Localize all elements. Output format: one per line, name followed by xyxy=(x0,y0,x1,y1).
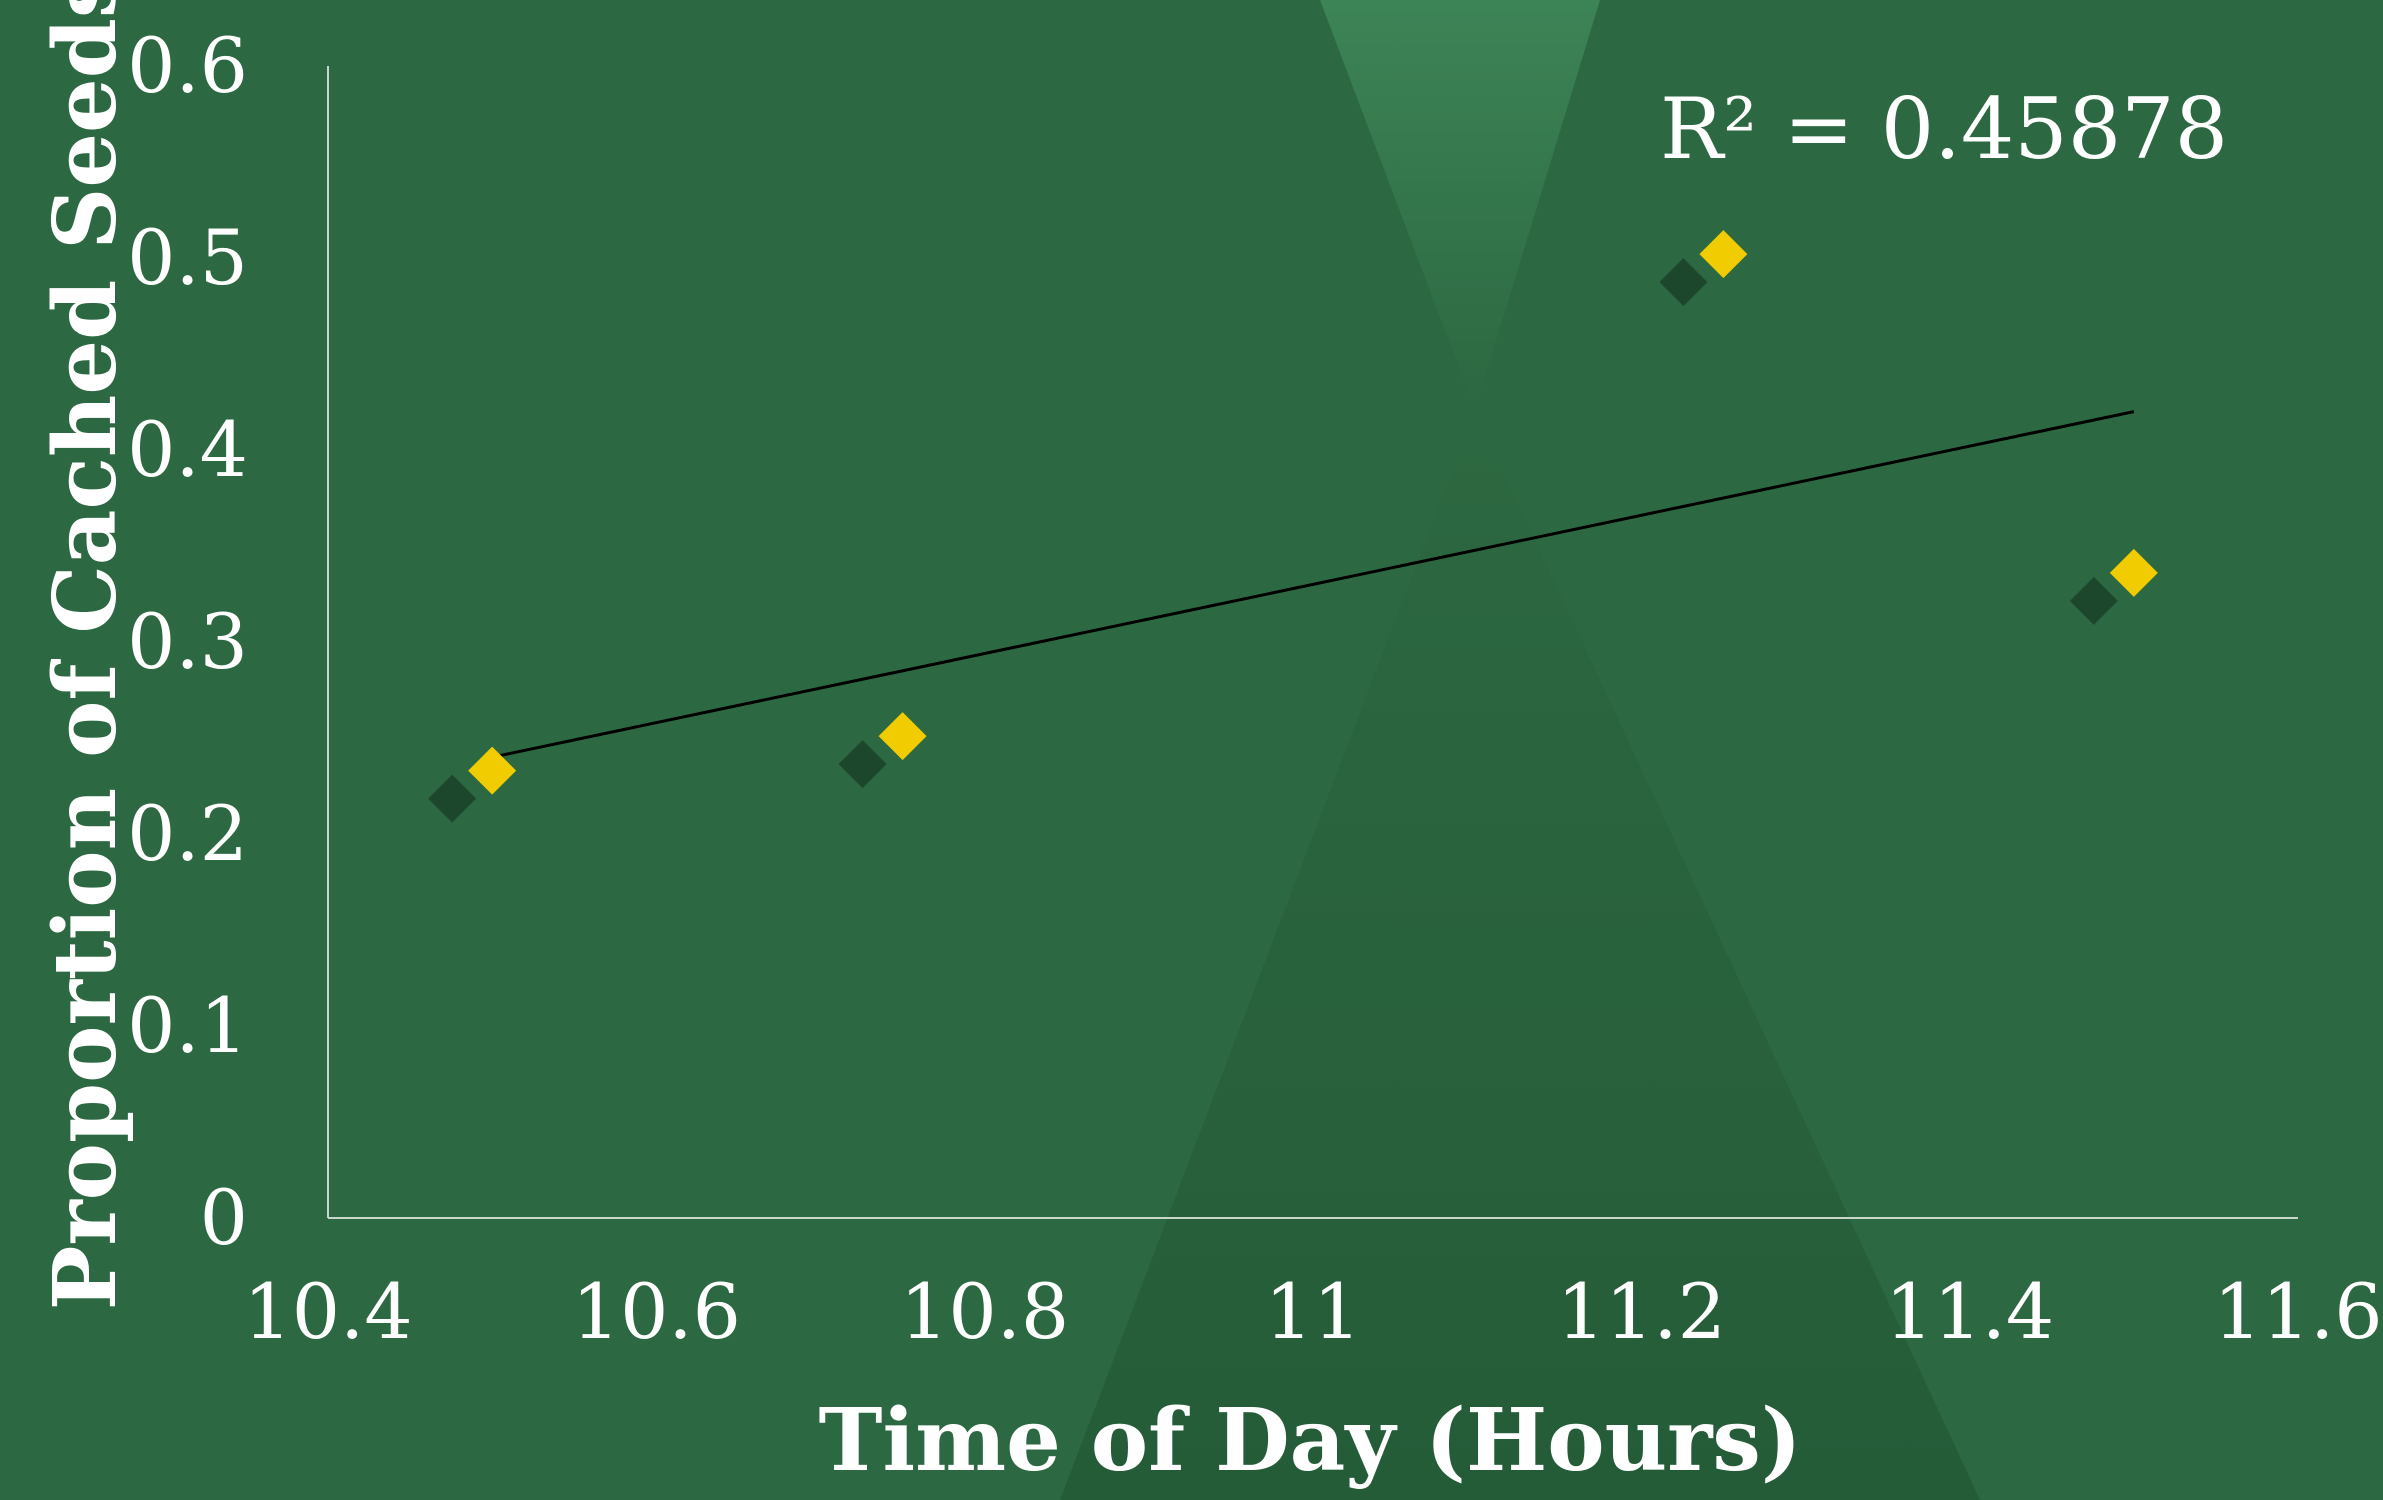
background-light-ray xyxy=(1320,0,1600,410)
data-point-marker xyxy=(2109,548,2158,597)
data-point-marker xyxy=(878,712,927,761)
y-axis-title: Proportion of Cached Seeds xyxy=(35,0,136,1310)
y-tick-label: 0.4 xyxy=(127,405,248,494)
x-tick-label: 11.4 xyxy=(1885,1267,2054,1356)
x-tick-label: 10.6 xyxy=(572,1267,741,1356)
x-tick-label: 11 xyxy=(1265,1267,1362,1356)
y-tick-label: 0.2 xyxy=(127,789,248,878)
background-shadow-ray xyxy=(1060,410,1980,1500)
marker-shadows xyxy=(428,258,2118,823)
data-points xyxy=(468,230,2158,795)
x-axis-title: Time of Day (Hours) xyxy=(818,1390,1801,1491)
x-tick-labels: 10.4 10.6 10.8 11 11.2 11.4 11.6 xyxy=(243,1267,2382,1356)
x-tick-label: 10.4 xyxy=(243,1267,412,1356)
x-tick-label: 11.2 xyxy=(1557,1267,1726,1356)
data-point-marker xyxy=(1699,230,1748,279)
marker-shadow xyxy=(838,740,887,789)
data-point-marker xyxy=(468,746,517,795)
trendline xyxy=(491,410,2135,759)
y-tick-labels: 0 0.1 0.2 0.3 0.4 0.5 0.6 xyxy=(127,21,248,1262)
y-tick-label: 0 xyxy=(200,1173,248,1262)
marker-shadow xyxy=(2069,576,2118,625)
x-tick-label: 10.8 xyxy=(900,1267,1069,1356)
y-tick-label: 0.6 xyxy=(127,21,248,110)
y-tick-label: 0.3 xyxy=(127,597,248,686)
marker-shadow xyxy=(428,774,477,823)
y-tick-label: 0.5 xyxy=(127,213,248,302)
marker-shadow xyxy=(1659,258,1708,307)
r-squared-annotation: R² = 0.45878 xyxy=(1660,80,2228,178)
y-tick-label: 0.1 xyxy=(127,981,248,1070)
x-tick-label: 11.6 xyxy=(2213,1267,2382,1356)
